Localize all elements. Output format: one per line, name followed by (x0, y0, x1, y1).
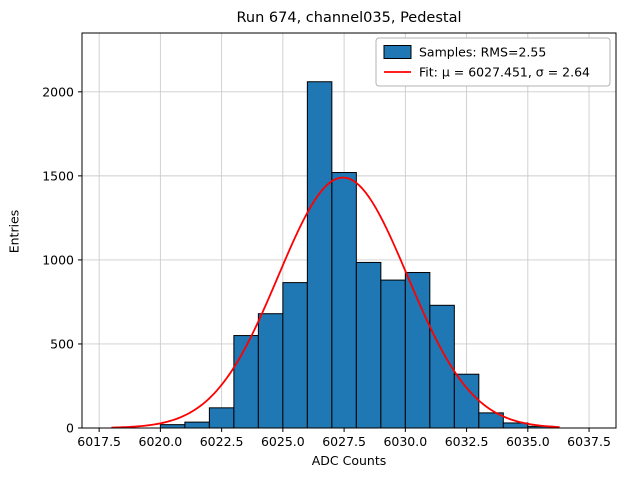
x-tick-label: 6027.5 (322, 434, 366, 449)
fit-curve (111, 176, 560, 429)
y-tick-label: 2000 (42, 84, 74, 99)
histogram-bar (453, 373, 480, 429)
x-tick-label: 6022.5 (200, 434, 244, 449)
x-tick-label: 6032.5 (445, 434, 489, 449)
x-tick-label: 6037.5 (567, 434, 611, 449)
histogram-bar (282, 282, 308, 429)
axis-frame (81, 32, 617, 429)
histogram-bar (233, 335, 259, 429)
x-tick-label: 6035.0 (506, 434, 550, 449)
histogram-bar (184, 421, 210, 429)
histogram-bar (380, 279, 406, 429)
x-tick-label: 6030.0 (383, 434, 427, 449)
y-tick-label: 0 (66, 421, 74, 436)
histogram-bar (404, 272, 431, 429)
chart-title: Run 674, channel035, Pedestal (236, 10, 462, 26)
x-tick-label: 6020.0 (139, 434, 183, 449)
legend-label-samples: Samples: RMS=2.55 (419, 45, 546, 60)
histogram-bar (306, 81, 333, 429)
x-tick-label: 6025.0 (261, 434, 305, 449)
histogram-bar (331, 172, 357, 429)
histogram-bar (208, 407, 235, 429)
y-tick-label: 500 (50, 336, 74, 351)
legend-label-fit: Fit: μ = 6027.451, σ = 2.64 (419, 65, 590, 80)
y-tick-label: 1000 (42, 252, 74, 267)
histogram-bar (257, 313, 284, 429)
histogram-bar (355, 261, 382, 429)
y-tick-label: 1500 (42, 168, 74, 183)
legend-box (375, 37, 611, 87)
x-tick-label: 6017.5 (77, 434, 121, 449)
legend: Samples: RMS=2.55 Fit: μ = 6027.451, σ = … (375, 37, 611, 87)
x-axis-label: ADC Counts (311, 453, 387, 468)
legend-swatch-samples (383, 45, 412, 59)
histogram-bar (159, 424, 186, 429)
